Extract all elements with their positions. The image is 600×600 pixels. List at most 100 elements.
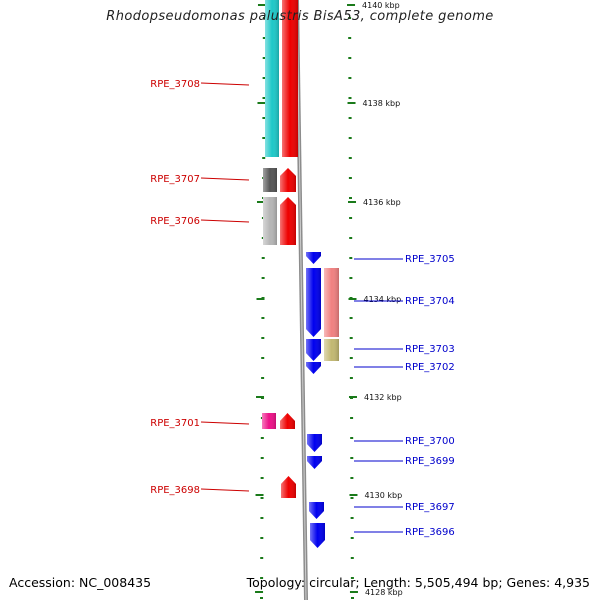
tick-marks: 4140 kbp 4138 kbp 4136 kbp 4134 kbp 4132 kbp… xyxy=(255,1,403,599)
gene-shade xyxy=(280,168,296,192)
minor-tick xyxy=(262,17,266,19)
minor-tick xyxy=(348,57,352,59)
minor-tick xyxy=(261,277,265,279)
map-title: Rhodopseudomonas palustris BisA53, compl… xyxy=(106,9,494,24)
gene-label[interactable]: RPE_3708 xyxy=(150,79,200,90)
tick-label: 4138 kbp xyxy=(363,99,401,108)
major-tick xyxy=(257,4,266,6)
gene-shade xyxy=(265,0,279,157)
minor-tick xyxy=(350,557,354,559)
major-tick xyxy=(256,396,265,398)
minor-tick xyxy=(350,477,354,479)
gene-label[interactable]: RPE_3697 xyxy=(405,502,455,513)
minor-tick xyxy=(350,577,354,579)
minor-tick xyxy=(350,457,354,459)
minor-tick xyxy=(348,17,352,19)
topology-text: Topology: circular; Length: 5,505,494 bp… xyxy=(246,575,590,590)
minor-tick xyxy=(262,97,266,99)
gene-label-leader xyxy=(200,219,250,223)
gene-shade xyxy=(263,168,277,192)
minor-tick xyxy=(260,597,264,599)
major-tick xyxy=(348,201,357,203)
gene-shade xyxy=(281,476,296,498)
gene-label-leader xyxy=(200,488,250,492)
gene-label[interactable]: RPE_3696 xyxy=(405,527,455,538)
gene-label[interactable]: RPE_3699 xyxy=(405,456,455,467)
major-tick xyxy=(256,298,265,300)
minor-tick xyxy=(350,597,354,599)
minor-tick xyxy=(349,237,353,239)
gene-label[interactable]: RPE_3702 xyxy=(405,362,455,373)
minor-tick xyxy=(348,117,352,119)
tick-label: 4134 kbp xyxy=(363,295,401,304)
minor-tick xyxy=(260,457,264,459)
minor-tick xyxy=(348,177,352,179)
gene-features xyxy=(262,0,339,548)
gene-label[interactable]: RPE_3707 xyxy=(150,174,200,185)
gene-label[interactable]: RPE_3700 xyxy=(405,436,455,447)
minor-tick xyxy=(262,57,266,59)
minor-tick xyxy=(261,317,265,319)
gene-label-leader xyxy=(200,177,250,181)
major-tick xyxy=(256,201,265,203)
major-tick xyxy=(347,4,356,6)
gene-shade xyxy=(310,523,325,548)
minor-tick xyxy=(348,37,352,39)
gene-shade xyxy=(324,339,339,361)
minor-tick xyxy=(260,517,264,519)
minor-tick xyxy=(261,257,265,259)
minor-tick xyxy=(262,157,266,159)
minor-tick xyxy=(349,257,353,259)
minor-tick xyxy=(349,277,353,279)
major-tick xyxy=(255,494,264,496)
major-tick xyxy=(349,494,358,496)
minor-tick xyxy=(350,517,354,519)
tick-label: 4128 kbp xyxy=(365,588,403,597)
gene-shade xyxy=(280,413,295,429)
minor-tick xyxy=(349,337,353,339)
minor-tick xyxy=(260,537,264,539)
gene-label[interactable]: RPE_3703 xyxy=(405,344,455,355)
minor-tick xyxy=(350,417,354,419)
gene-label[interactable]: RPE_3705 xyxy=(405,254,455,265)
gene-shade xyxy=(307,434,322,452)
minor-tick xyxy=(348,157,352,159)
minor-tick xyxy=(262,77,266,79)
gene-label-leader xyxy=(200,421,250,425)
minor-tick xyxy=(349,377,353,379)
gene-label-leader xyxy=(200,82,250,86)
gene-shade xyxy=(307,456,322,469)
minor-tick xyxy=(349,317,353,319)
gene-shade xyxy=(306,339,321,361)
major-tick xyxy=(348,396,357,398)
minor-tick xyxy=(348,197,352,199)
minor-tick xyxy=(348,97,352,99)
minor-tick xyxy=(261,357,265,359)
minor-tick xyxy=(262,37,266,39)
tick-label: 4130 kbp xyxy=(364,491,402,500)
minor-tick xyxy=(350,437,354,439)
minor-tick xyxy=(348,77,352,79)
minor-tick xyxy=(350,497,354,499)
minor-tick xyxy=(260,437,264,439)
minor-tick xyxy=(262,117,266,119)
gene-label[interactable]: RPE_3698 xyxy=(150,485,200,496)
gene-label[interactable]: RPE_3701 xyxy=(150,418,200,429)
major-tick xyxy=(349,591,358,593)
tick-label: 4136 kbp xyxy=(363,198,401,207)
minor-tick xyxy=(349,217,353,219)
gene-shade xyxy=(282,0,298,157)
tick-label: 4140 kbp xyxy=(362,1,400,10)
minor-tick xyxy=(348,137,352,139)
minor-tick xyxy=(349,357,353,359)
minor-tick xyxy=(260,497,264,499)
gene-label[interactable]: RPE_3704 xyxy=(405,296,455,307)
genome-backbone xyxy=(295,0,308,600)
minor-tick xyxy=(261,337,265,339)
minor-tick xyxy=(261,377,265,379)
gene-shade xyxy=(306,362,321,374)
minor-tick xyxy=(260,477,264,479)
gene-label[interactable]: RPE_3706 xyxy=(150,216,200,227)
major-tick xyxy=(257,102,266,104)
major-tick xyxy=(348,298,357,300)
